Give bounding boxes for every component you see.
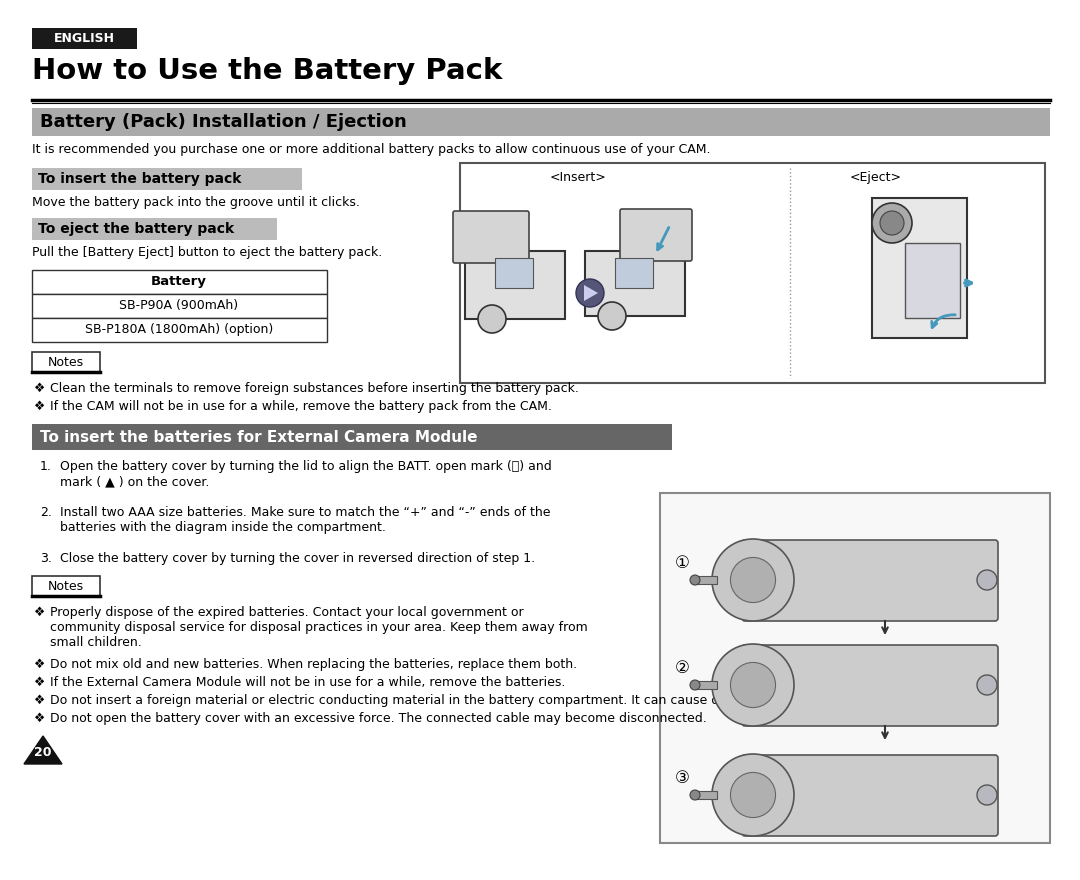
Text: 1.: 1. [40, 460, 52, 473]
Bar [32, 318, 327, 342]
Text: 2.: 2. [40, 506, 52, 519]
Text: ①: ① [675, 554, 689, 572]
Text: ❖: ❖ [33, 712, 45, 725]
Bar [696, 791, 717, 799]
Bar [495, 258, 534, 288]
Text: Battery (Pack) Installation / Ejection: Battery (Pack) Installation / Ejection [40, 113, 407, 131]
Text: SB-P180A (1800mAh) (option): SB-P180A (1800mAh) (option) [85, 324, 273, 336]
Circle shape [712, 644, 794, 726]
Text: 20: 20 [35, 745, 52, 759]
Text: It is recommended you purchase one or more additional battery packs to allow con: It is recommended you purchase one or mo… [32, 143, 711, 156]
Text: ③: ③ [675, 769, 689, 787]
Circle shape [977, 570, 997, 590]
Text: Properly dispose of the expired batteries. Contact your local government or
comm: Properly dispose of the expired batterie… [50, 606, 588, 649]
Text: To eject the battery pack: To eject the battery pack [38, 222, 234, 236]
Text: Notes: Notes [48, 580, 84, 592]
Circle shape [872, 203, 912, 243]
Circle shape [730, 663, 775, 708]
Text: Battery: Battery [151, 275, 207, 289]
FancyBboxPatch shape [620, 209, 692, 261]
Text: Close the battery cover by turning the cover in reversed direction of step 1.: Close the battery cover by turning the c… [60, 552, 535, 565]
Text: Do not mix old and new batteries. When replacing the batteries, replace them bot: Do not mix old and new batteries. When r… [50, 658, 577, 671]
Text: 3.: 3. [40, 552, 52, 565]
Polygon shape [24, 736, 62, 764]
Bar [32, 168, 302, 190]
Circle shape [880, 211, 904, 235]
Bar [32, 218, 276, 240]
Bar [465, 251, 565, 319]
Text: Notes: Notes [48, 356, 84, 369]
Text: ENGLISH: ENGLISH [54, 32, 114, 45]
Text: Pull the [Battery Eject] button to eject the battery pack.: Pull the [Battery Eject] button to eject… [32, 246, 382, 259]
Text: ❖: ❖ [33, 694, 45, 707]
Text: How to Use the Battery Pack: How to Use the Battery Pack [32, 57, 502, 85]
Bar [32, 576, 100, 596]
Bar [872, 198, 967, 338]
Bar [460, 163, 1045, 383]
Circle shape [712, 754, 794, 836]
FancyBboxPatch shape [742, 540, 998, 621]
Bar [32, 270, 327, 294]
Bar [905, 243, 960, 318]
FancyBboxPatch shape [742, 755, 998, 836]
Bar [32, 108, 1050, 136]
Bar [585, 251, 685, 316]
Text: Clean the terminals to remove foreign substances before inserting the battery pa: Clean the terminals to remove foreign su… [50, 382, 579, 395]
Circle shape [576, 279, 604, 307]
Text: ❖: ❖ [33, 400, 45, 413]
Circle shape [730, 773, 775, 818]
Circle shape [690, 790, 700, 800]
Text: ❖: ❖ [33, 606, 45, 619]
Polygon shape [584, 285, 598, 301]
FancyBboxPatch shape [742, 645, 998, 726]
Bar [32, 28, 137, 49]
Text: Do not insert a foreign material or electric conducting material in the battery : Do not insert a foreign material or elec… [50, 694, 800, 707]
Circle shape [690, 680, 700, 690]
Text: Move the battery pack into the groove until it clicks.: Move the battery pack into the groove un… [32, 196, 360, 209]
Text: Open the battery cover by turning the lid to align the BATT. open mark (␀) and
m: Open the battery cover by turning the li… [60, 460, 552, 488]
Circle shape [690, 575, 700, 585]
Bar [32, 294, 327, 318]
Text: To insert the batteries for External Camera Module: To insert the batteries for External Cam… [40, 429, 477, 444]
Bar [615, 258, 653, 288]
Circle shape [712, 539, 794, 621]
Text: Install two AAA size batteries. Make sure to match the “+” and “-” ends of the
b: Install two AAA size batteries. Make sur… [60, 506, 551, 534]
Text: If the CAM will not be in use for a while, remove the battery pack from the CAM.: If the CAM will not be in use for a whil… [50, 400, 552, 413]
Text: <Eject>: <Eject> [850, 171, 902, 184]
FancyBboxPatch shape [453, 211, 529, 263]
Bar [696, 681, 717, 689]
Bar [32, 424, 672, 450]
Text: <Insert>: <Insert> [550, 171, 607, 184]
Text: SB-P90A (900mAh): SB-P90A (900mAh) [120, 299, 239, 312]
Circle shape [977, 785, 997, 805]
Bar [696, 576, 717, 584]
Text: ❖: ❖ [33, 382, 45, 395]
Bar [660, 493, 1050, 843]
Circle shape [977, 675, 997, 695]
Text: ❖: ❖ [33, 676, 45, 689]
Bar [32, 352, 100, 372]
Circle shape [478, 305, 507, 333]
Text: To insert the battery pack: To insert the battery pack [38, 172, 241, 186]
Circle shape [730, 557, 775, 603]
Text: ❖: ❖ [33, 658, 45, 671]
Text: If the External Camera Module will not be in use for a while, remove the batteri: If the External Camera Module will not b… [50, 676, 565, 689]
Circle shape [598, 302, 626, 330]
Text: Do not open the battery cover with an excessive force. The connected cable may b: Do not open the battery cover with an ex… [50, 712, 706, 725]
Text: ②: ② [675, 659, 689, 677]
